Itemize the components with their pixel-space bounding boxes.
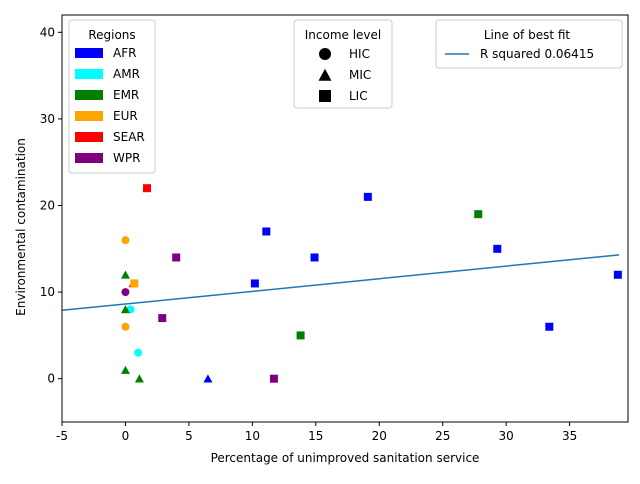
data-point xyxy=(143,184,152,193)
region-swatch xyxy=(75,111,103,121)
data-point xyxy=(158,314,167,323)
y-axis-label: Environmental contamination xyxy=(14,138,28,316)
fit-legend: Line of best fit R squared 0.06415 xyxy=(435,19,623,69)
income-legend: Income level HIC MIC LIC xyxy=(293,19,393,109)
x-axis-label: Percentage of unimproved sanitation serv… xyxy=(211,451,480,465)
regions-legend-items: AFR AMR EMR EUR SEAR WPR xyxy=(75,46,145,165)
x-tick-label: 30 xyxy=(499,429,514,443)
region-label: EMR xyxy=(113,88,139,102)
income-label: MIC xyxy=(349,68,371,82)
fit-legend-title: Line of best fit xyxy=(484,28,571,42)
data-point xyxy=(130,279,139,288)
income-label: HIC xyxy=(349,47,370,61)
x-tick-label: -5 xyxy=(56,429,68,443)
region-label: AFR xyxy=(113,46,136,60)
fit-legend-frame xyxy=(435,19,623,69)
data-point xyxy=(203,374,213,383)
income-marker xyxy=(319,90,331,102)
x-tick-label: 35 xyxy=(562,429,577,443)
y-tick-label: 20 xyxy=(40,199,55,213)
y-tick-label: 40 xyxy=(40,25,55,39)
region-swatch xyxy=(75,153,103,163)
data-point xyxy=(250,279,259,288)
data-point xyxy=(172,253,181,262)
data-point xyxy=(120,365,130,374)
data-point xyxy=(493,244,502,253)
region-label: WPR xyxy=(113,151,140,165)
data-point xyxy=(545,322,554,331)
y-tick-label: 30 xyxy=(40,112,55,126)
data-point xyxy=(121,322,130,331)
income-label: LIC xyxy=(349,89,368,103)
data-point xyxy=(310,253,319,262)
marks-layer xyxy=(61,184,622,383)
region-label: SEAR xyxy=(113,130,145,144)
data-point xyxy=(134,374,144,383)
y-tick-label: 0 xyxy=(47,372,55,386)
regions-legend: Regions AFR AMR EMR EUR SEAR WPR xyxy=(68,19,156,174)
data-point xyxy=(121,288,130,297)
x-tick-label: 25 xyxy=(435,429,450,443)
data-point xyxy=(613,270,622,279)
data-point xyxy=(474,210,483,219)
region-swatch xyxy=(75,90,103,100)
x-tick-label: 20 xyxy=(372,429,387,443)
data-point xyxy=(269,374,278,383)
y-tick-label: 10 xyxy=(40,285,55,299)
x-tick-label: 0 xyxy=(122,429,130,443)
income-legend-items: HIC MIC LIC xyxy=(318,47,371,103)
region-label: AMR xyxy=(113,67,140,81)
x-tick-label: 10 xyxy=(245,429,260,443)
data-point xyxy=(120,305,130,314)
data-point xyxy=(262,227,271,236)
income-legend-title: Income level xyxy=(305,28,382,42)
data-point xyxy=(134,348,143,357)
fit-legend-label: R squared 0.06415 xyxy=(480,47,594,61)
x-tick-label: 5 xyxy=(185,429,193,443)
region-swatch xyxy=(75,48,103,58)
plot-frame xyxy=(61,14,629,423)
data-point xyxy=(121,236,130,245)
region-swatch xyxy=(75,69,103,79)
region-swatch xyxy=(75,132,103,142)
regions-legend-title: Regions xyxy=(88,28,135,42)
best-fit-line xyxy=(61,254,620,312)
x-tick-label: 15 xyxy=(308,429,323,443)
region-label: EUR xyxy=(113,109,138,123)
data-point xyxy=(120,270,130,279)
income-marker xyxy=(319,48,331,60)
data-point xyxy=(363,192,372,201)
income-legend-frame xyxy=(293,19,393,109)
axes-layer: -5 0 5 10 15 20 25 30 35 0 10 20 30 40 xyxy=(40,14,629,443)
data-point xyxy=(296,331,305,340)
income-marker xyxy=(318,68,332,81)
